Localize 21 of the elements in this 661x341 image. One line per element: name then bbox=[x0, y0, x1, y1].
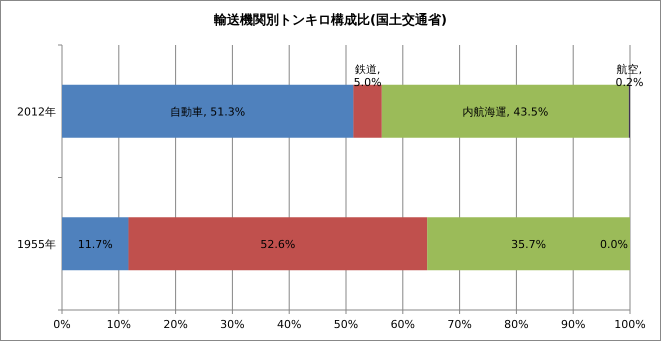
y-tick-label: 2012年 bbox=[17, 105, 56, 118]
x-tick-label: 30% bbox=[220, 318, 245, 331]
y-tick-label: 1955年 bbox=[17, 238, 56, 251]
data-label: 52.6% bbox=[260, 238, 296, 251]
x-tick-label: 90% bbox=[560, 318, 586, 331]
data-label: 35.7% bbox=[511, 238, 546, 251]
x-tick-label: 60% bbox=[390, 318, 416, 331]
data-label: 航空, 0.2% bbox=[615, 62, 644, 89]
x-tick-label: 50% bbox=[334, 318, 358, 331]
x-tick-label: 0% bbox=[53, 318, 71, 331]
chart-title: 輸送機関別トンキロ構成比(国土交通省) bbox=[213, 12, 447, 28]
x-tick-label: 40% bbox=[276, 318, 302, 331]
data-label: 自動車, 51.3% bbox=[170, 105, 246, 118]
data-label: 0.0% bbox=[600, 238, 628, 251]
x-tick-label: 20% bbox=[163, 318, 188, 331]
x-tick-label: 80% bbox=[504, 318, 529, 331]
x-tick-label: 10% bbox=[106, 318, 132, 331]
data-label: 11.7% bbox=[78, 238, 113, 251]
x-tick-label: 70% bbox=[447, 318, 472, 331]
x-tick-label: 100% bbox=[614, 318, 646, 331]
data-label: 内航海運, 43.5% bbox=[462, 105, 548, 118]
